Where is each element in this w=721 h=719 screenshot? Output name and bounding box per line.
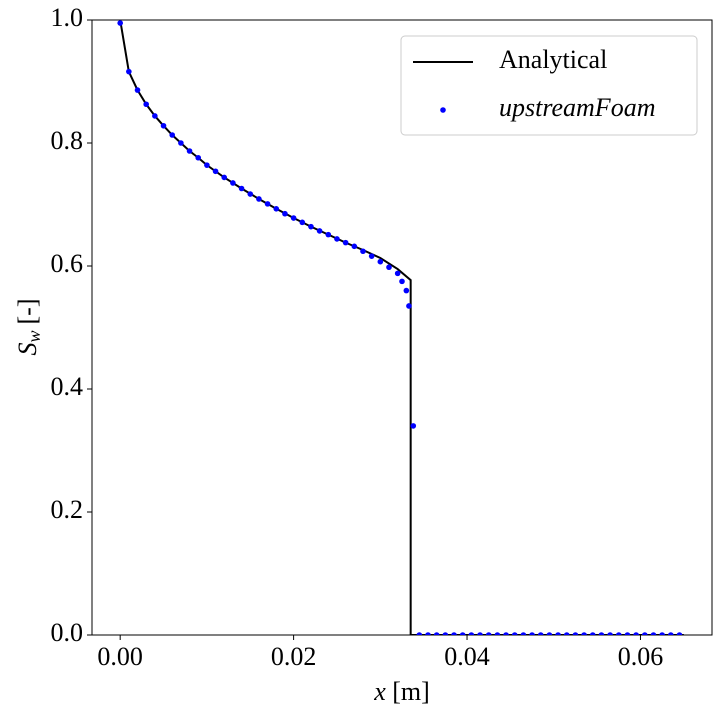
data-point	[342, 239, 349, 246]
x-tick-label: 0.06	[618, 642, 664, 671]
data-point	[537, 632, 544, 635]
data-point	[160, 122, 167, 129]
y-tick-label: 0.8	[51, 126, 84, 155]
x-tick-label: 0.04	[444, 642, 490, 671]
data-point	[282, 210, 288, 217]
data-point	[368, 253, 375, 259]
data-point	[425, 632, 431, 635]
data-point	[351, 243, 358, 250]
data-point	[433, 632, 440, 635]
data-point	[403, 287, 410, 294]
data-point	[126, 68, 132, 75]
data-point	[416, 632, 423, 635]
data-point	[221, 174, 228, 181]
data-point	[386, 264, 392, 271]
data-point	[204, 162, 210, 168]
legend-label: upstreamFoam	[499, 93, 655, 122]
data-point	[308, 223, 314, 230]
y-symbol: S	[13, 343, 42, 356]
data-point	[195, 154, 202, 161]
data-point	[477, 632, 483, 635]
data-point	[555, 632, 561, 635]
data-point	[659, 632, 665, 635]
plot-frame	[91, 19, 713, 636]
data-point	[572, 632, 579, 635]
data-point	[451, 632, 457, 635]
y-unit: [-]	[13, 299, 42, 325]
data-point	[117, 20, 123, 26]
data-point	[581, 632, 587, 635]
data-point	[589, 632, 596, 635]
y-tick-label: 0.6	[51, 249, 84, 278]
data-point	[633, 632, 639, 635]
legend-box	[400, 35, 698, 136]
data-point	[615, 632, 622, 635]
data-point	[169, 132, 176, 138]
data-point	[377, 258, 384, 265]
data-point	[290, 215, 297, 221]
data-point	[316, 228, 323, 234]
data-point	[511, 632, 518, 635]
data-point	[624, 632, 631, 635]
data-point	[325, 231, 332, 238]
data-point	[485, 632, 492, 635]
data-point	[468, 632, 475, 635]
data-point	[676, 632, 683, 635]
x-tick-label: 0.02	[271, 642, 317, 671]
y-tick-label: 1.0	[51, 3, 84, 32]
data-point	[394, 270, 401, 277]
x-symbol: x	[373, 677, 386, 706]
y-tick-label: 0.0	[51, 618, 84, 647]
data-point	[334, 236, 340, 242]
data-point	[143, 101, 149, 108]
data-point	[399, 278, 405, 285]
data-point	[256, 196, 262, 202]
data-point	[264, 201, 271, 207]
x-axis-label: x [m]	[373, 677, 430, 706]
legend-dot	[440, 107, 446, 113]
data-point	[668, 632, 674, 635]
data-point	[230, 180, 236, 186]
data-point	[641, 632, 648, 635]
data-point	[134, 87, 141, 93]
data-point	[503, 632, 509, 635]
data-point	[273, 206, 280, 212]
data-point	[529, 632, 535, 635]
data-point	[186, 148, 193, 154]
data-point	[238, 185, 245, 192]
data-point	[442, 632, 449, 635]
data-point	[299, 219, 306, 226]
y-tick-label: 0.4	[51, 372, 84, 401]
data-point	[563, 632, 570, 635]
y-axis-label: Sw [-]	[13, 299, 44, 356]
x-unit: [m]	[392, 677, 430, 706]
x-tick-label: 0.00	[97, 642, 143, 671]
data-point	[212, 168, 219, 175]
data-point	[607, 632, 613, 635]
data-point	[520, 632, 527, 635]
data-point	[546, 632, 553, 635]
y-tick-label: 0.2	[51, 495, 84, 524]
data-point	[598, 632, 605, 635]
data-point	[152, 113, 158, 119]
y-subscript: w	[24, 330, 44, 342]
plot-area	[117, 20, 684, 635]
data-point	[494, 632, 501, 635]
data-point	[178, 140, 184, 146]
legend-label: Analytical	[499, 45, 607, 74]
data-point	[410, 423, 417, 429]
data-point	[247, 191, 254, 197]
data-point	[360, 248, 366, 255]
data-point	[406, 303, 412, 309]
data-point	[459, 632, 466, 635]
data-point	[650, 632, 657, 635]
